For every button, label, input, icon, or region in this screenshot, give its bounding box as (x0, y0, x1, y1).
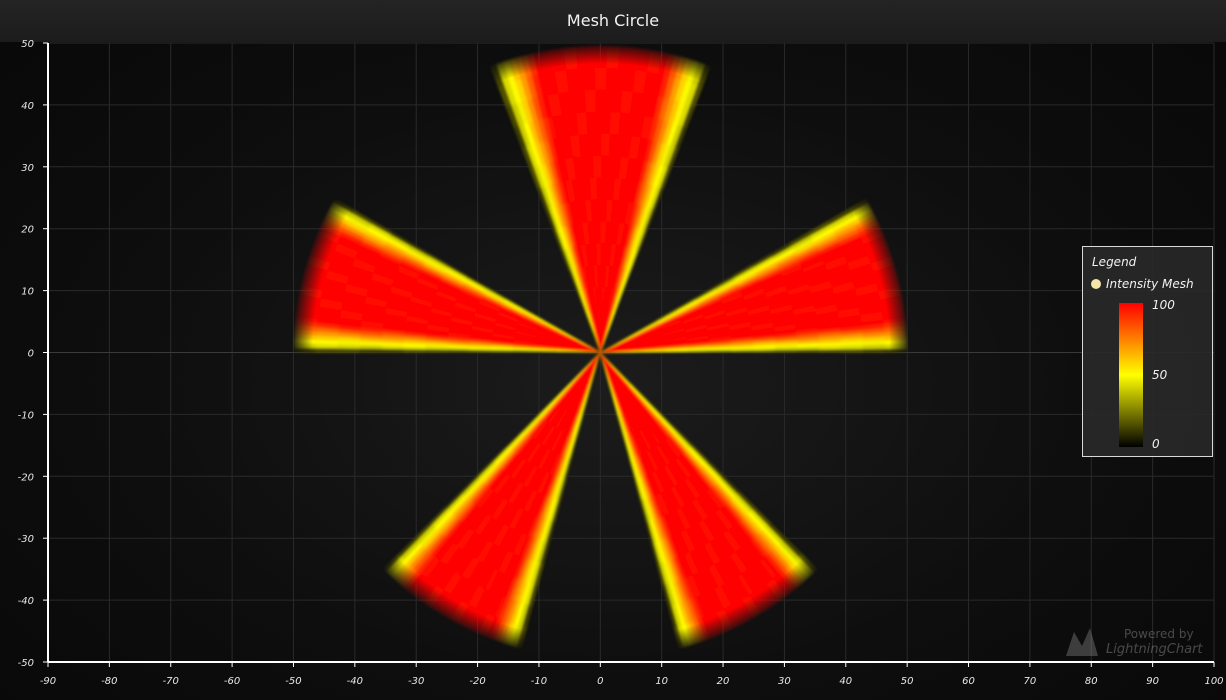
mesh-cell (534, 351, 557, 353)
x-tick-label: -10 (531, 676, 547, 687)
mesh-cell (314, 347, 338, 353)
mesh-cell (604, 111, 611, 134)
mesh-cell (594, 67, 601, 90)
y-tick-label: -20 (18, 472, 34, 483)
x-tick-label: 20 (717, 676, 730, 687)
y-tick-label: 30 (21, 163, 34, 174)
mesh-cell (599, 110, 606, 134)
lightningchart-watermark: Powered by LightningChart (1062, 624, 1203, 664)
x-tick-label: -80 (101, 676, 117, 687)
mesh-sector[interactable] (382, 352, 601, 650)
watermark-powered-by: Powered by (1124, 627, 1194, 641)
x-tick-label: -30 (408, 676, 424, 687)
mesh-cell (599, 67, 607, 90)
x-tick-label: -70 (163, 676, 179, 687)
y-tick-label: 20 (21, 225, 34, 236)
mesh-sector[interactable] (599, 352, 818, 650)
mesh-cell (599, 132, 606, 156)
y-tick-label: -50 (18, 658, 34, 669)
y-tick-label: 10 (21, 287, 34, 298)
y-tick-label: -10 (18, 410, 34, 421)
y-axis-ticks: 50 40 30 20 10 0 -10 -20 -30 -40 -50 (18, 39, 48, 669)
mesh-cell (599, 45, 608, 68)
mesh-cell (516, 626, 528, 650)
y-tick-label: 50 (21, 39, 34, 50)
mesh-cell (798, 553, 818, 574)
mesh-cell (599, 154, 605, 178)
y-tick-label: 0 (28, 349, 34, 360)
mesh-cell (599, 89, 607, 112)
mesh-cell (293, 347, 316, 353)
mesh-cell (380, 348, 404, 353)
legend-min-label: 0 (1152, 437, 1160, 451)
x-tick-label: -20 (469, 676, 485, 687)
x-tick-label: 10 (655, 676, 668, 687)
chart-title: Mesh Circle (566, 11, 660, 30)
x-tick-label: 80 (1085, 676, 1098, 687)
watermark-brand: LightningChart (1106, 642, 1203, 657)
legend-max-label: 100 (1152, 298, 1175, 312)
mesh-cell (599, 176, 605, 200)
legend-title: Legend (1092, 255, 1137, 269)
x-tick-label: -90 (40, 676, 56, 687)
x-tick-label: 0 (597, 676, 603, 687)
mesh-cell (605, 67, 613, 91)
x-tick-label: 90 (1146, 676, 1159, 687)
x-tick-label: 70 (1024, 676, 1037, 687)
legend-series-label: Intensity Mesh (1106, 277, 1194, 291)
legend-series-item[interactable]: Intensity Mesh (1091, 277, 1194, 291)
y-tick-label: 40 (21, 101, 34, 112)
legend-mid-label: 50 (1152, 368, 1168, 382)
mesh-cell (556, 351, 579, 353)
mesh-cell (336, 348, 360, 353)
mesh-cell (314, 343, 338, 350)
mesh-cell (594, 89, 601, 112)
series-color-dot (1091, 279, 1101, 289)
mesh-cell (402, 349, 426, 353)
mesh-cell (424, 349, 448, 353)
mesh-cell (599, 198, 604, 222)
mesh-sector[interactable] (600, 198, 908, 353)
lightningchart-logo-icon (1066, 628, 1098, 656)
mesh-cell (846, 198, 869, 215)
mesh-cell (593, 45, 601, 68)
mesh-cell (358, 348, 382, 353)
y-tick-label: -40 (18, 596, 34, 607)
mesh-sector[interactable] (489, 45, 711, 353)
mesh-sector[interactable] (293, 198, 601, 353)
x-axis-ticks: -90 -80 -70 -60 -50 -40 -30 -20 -10 0 10 20 30 40 50 60… (40, 662, 1224, 687)
mesh-cell (490, 350, 514, 353)
color-scale-bar (1119, 303, 1143, 447)
x-tick-label: 50 (901, 676, 914, 687)
y-tick-label: -30 (18, 534, 34, 545)
x-tick-label: 60 (962, 676, 975, 687)
x-tick-label: 30 (778, 676, 791, 687)
mesh-cell (489, 63, 505, 88)
intensity-mesh[interactable] (293, 45, 908, 650)
x-tick-label: -50 (285, 676, 301, 687)
mesh-cell (446, 349, 470, 353)
mesh-cell (512, 350, 535, 353)
chart-header: Mesh Circle (0, 0, 1226, 42)
mesh-cell (604, 89, 612, 113)
x-tick-label: -40 (347, 676, 363, 687)
legend-panel: Legend Intensity Mesh 100 50 0 (1082, 246, 1213, 457)
mesh-cell (468, 350, 492, 353)
x-tick-label: 100 (1204, 676, 1223, 687)
x-tick-label: -60 (224, 676, 240, 687)
mesh-cell (605, 45, 614, 69)
mesh-cell (599, 220, 604, 244)
x-tick-label: 40 (839, 676, 852, 687)
